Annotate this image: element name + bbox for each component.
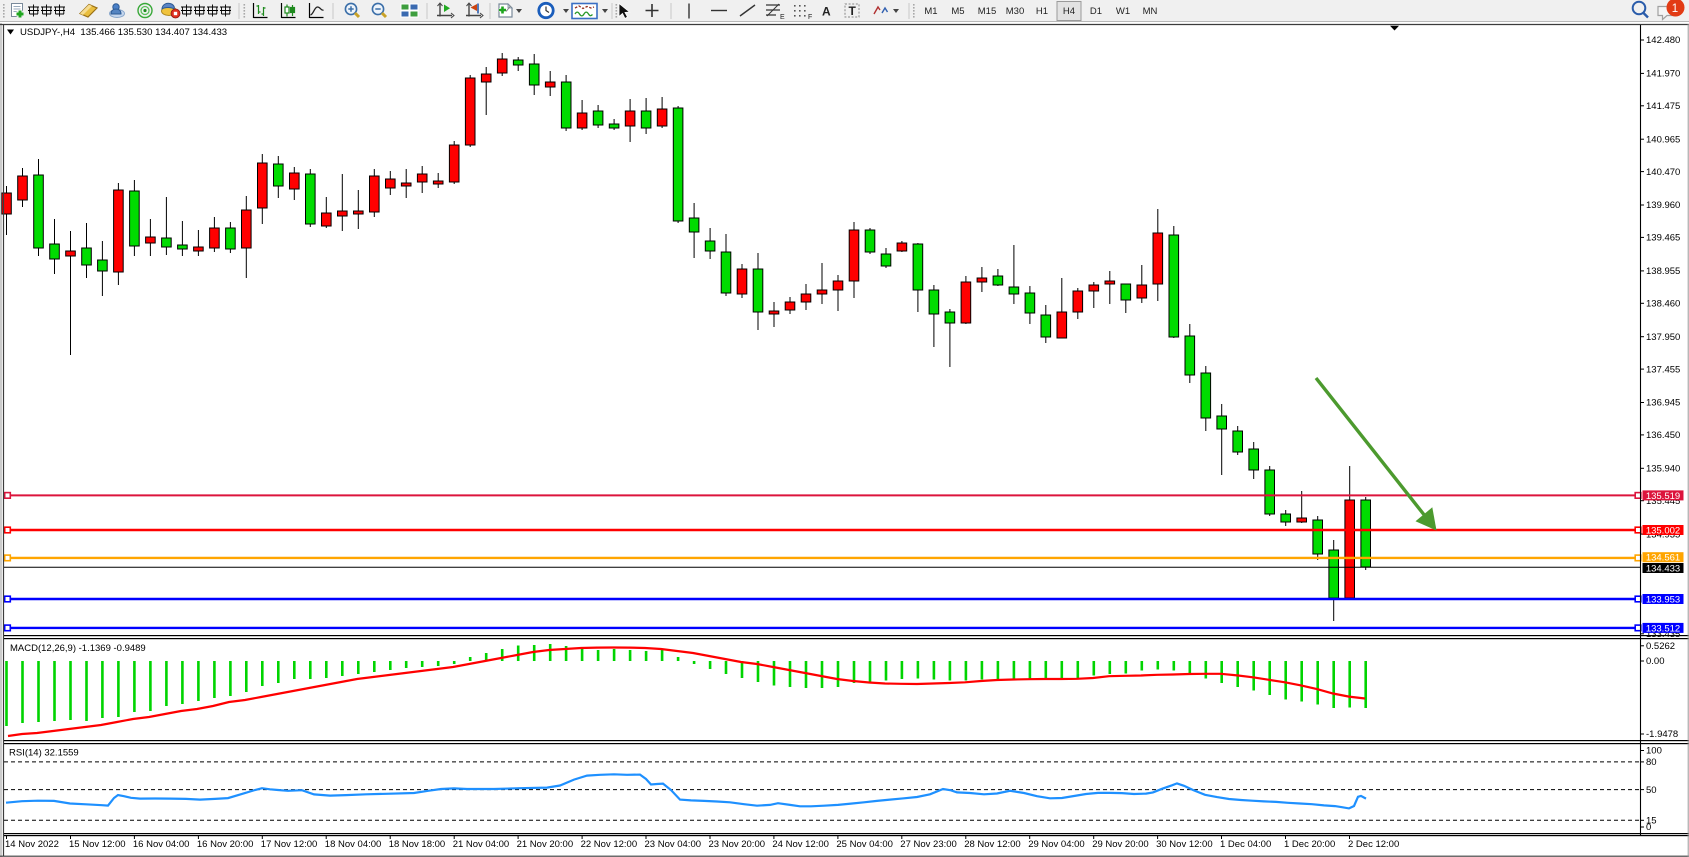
svg-text:W1: W1 bbox=[1116, 6, 1130, 17]
svg-text:135.940: 135.940 bbox=[1646, 464, 1680, 475]
svg-text:80: 80 bbox=[1646, 757, 1657, 768]
svg-text:T: T bbox=[849, 4, 857, 18]
svg-text:140.470: 140.470 bbox=[1646, 167, 1680, 178]
svg-text:140.965: 140.965 bbox=[1646, 134, 1680, 145]
svg-text:M1: M1 bbox=[924, 6, 937, 17]
svg-text:M30: M30 bbox=[1006, 6, 1024, 17]
svg-text:27 Nov 23:00: 27 Nov 23:00 bbox=[900, 839, 957, 850]
svg-text:16 Nov 20:00: 16 Nov 20:00 bbox=[197, 839, 254, 850]
svg-text:100: 100 bbox=[1646, 746, 1662, 757]
svg-text:137.950: 137.950 bbox=[1646, 332, 1680, 343]
svg-text:141.970: 141.970 bbox=[1646, 69, 1680, 80]
svg-text:H1: H1 bbox=[1036, 6, 1048, 17]
svg-text:18 Nov 04:00: 18 Nov 04:00 bbox=[325, 839, 382, 850]
svg-text:1: 1 bbox=[1672, 3, 1678, 15]
svg-text:29 Nov 04:00: 29 Nov 04:00 bbox=[1028, 839, 1085, 850]
svg-text:A: A bbox=[822, 5, 831, 19]
svg-text:MACD(12,26,9) -1.1369 -0.9489: MACD(12,26,9) -1.1369 -0.9489 bbox=[10, 643, 146, 654]
svg-text:1 Dec 20:00: 1 Dec 20:00 bbox=[1284, 839, 1335, 850]
svg-text:28 Nov 12:00: 28 Nov 12:00 bbox=[964, 839, 1021, 850]
svg-text:15: 15 bbox=[1646, 816, 1657, 827]
svg-text:16 Nov 04:00: 16 Nov 04:00 bbox=[133, 839, 190, 850]
svg-text:0: 0 bbox=[1646, 822, 1651, 833]
svg-text:F: F bbox=[808, 14, 812, 21]
svg-text:17 Nov 12:00: 17 Nov 12:00 bbox=[261, 839, 318, 850]
svg-text:RSI(14) 32.1559: RSI(14) 32.1559 bbox=[9, 748, 79, 759]
svg-text:23 Nov 04:00: 23 Nov 04:00 bbox=[645, 839, 702, 850]
svg-text:21 Nov 20:00: 21 Nov 20:00 bbox=[517, 839, 574, 850]
svg-text:E: E bbox=[780, 14, 785, 21]
svg-text:50: 50 bbox=[1646, 785, 1657, 796]
svg-text:136.945: 136.945 bbox=[1646, 398, 1680, 409]
svg-text:135.445: 135.445 bbox=[1646, 496, 1680, 507]
svg-text:21 Nov 04:00: 21 Nov 04:00 bbox=[453, 839, 510, 850]
svg-text:133.512: 133.512 bbox=[1646, 623, 1680, 634]
svg-text:1 Dec 04:00: 1 Dec 04:00 bbox=[1220, 839, 1271, 850]
svg-text:30 Nov 12:00: 30 Nov 12:00 bbox=[1156, 839, 1213, 850]
svg-text:14 Nov 2022: 14 Nov 2022 bbox=[5, 839, 59, 850]
svg-text:133.953: 133.953 bbox=[1646, 594, 1680, 605]
svg-text:139.960: 139.960 bbox=[1646, 200, 1680, 211]
svg-text:M15: M15 bbox=[978, 6, 996, 17]
svg-text:135.002: 135.002 bbox=[1646, 525, 1680, 536]
svg-text:18 Nov 18:00: 18 Nov 18:00 bbox=[389, 839, 446, 850]
svg-text:23 Nov 20:00: 23 Nov 20:00 bbox=[709, 839, 766, 850]
svg-text:137.455: 137.455 bbox=[1646, 364, 1680, 375]
svg-text:MN: MN bbox=[1143, 6, 1158, 17]
svg-text:134.433: 134.433 bbox=[1646, 563, 1680, 574]
svg-text:135.519: 135.519 bbox=[1646, 491, 1680, 502]
svg-text:142.480: 142.480 bbox=[1646, 35, 1680, 46]
svg-text:139.465: 139.465 bbox=[1646, 233, 1680, 244]
svg-text:141.475: 141.475 bbox=[1646, 101, 1680, 112]
svg-text:USDJPY-,H4 135.466 135.530 13: USDJPY-,H4 135.466 135.530 134.407 134.4… bbox=[20, 27, 227, 38]
svg-text:15 Nov 12:00: 15 Nov 12:00 bbox=[69, 839, 126, 850]
svg-text:0.00: 0.00 bbox=[1646, 656, 1665, 667]
svg-text:138.955: 138.955 bbox=[1646, 266, 1680, 277]
svg-text:29 Nov 20:00: 29 Nov 20:00 bbox=[1092, 839, 1149, 850]
svg-text:134.561: 134.561 bbox=[1646, 553, 1680, 564]
svg-text:138.460: 138.460 bbox=[1646, 299, 1680, 310]
svg-text:-1.9478: -1.9478 bbox=[1646, 729, 1678, 740]
svg-text:24 Nov 12:00: 24 Nov 12:00 bbox=[772, 839, 829, 850]
svg-text:2 Dec 12:00: 2 Dec 12:00 bbox=[1348, 839, 1399, 850]
svg-text:136.450: 136.450 bbox=[1646, 430, 1680, 441]
svg-text:25 Nov 04:00: 25 Nov 04:00 bbox=[836, 839, 893, 850]
svg-text:22 Nov 12:00: 22 Nov 12:00 bbox=[581, 839, 638, 850]
svg-text:D1: D1 bbox=[1090, 6, 1102, 17]
svg-text:0.5262: 0.5262 bbox=[1646, 641, 1675, 652]
svg-text:H4: H4 bbox=[1063, 6, 1075, 17]
svg-text:M5: M5 bbox=[951, 6, 964, 17]
svg-text:133.435: 133.435 bbox=[1646, 629, 1680, 640]
